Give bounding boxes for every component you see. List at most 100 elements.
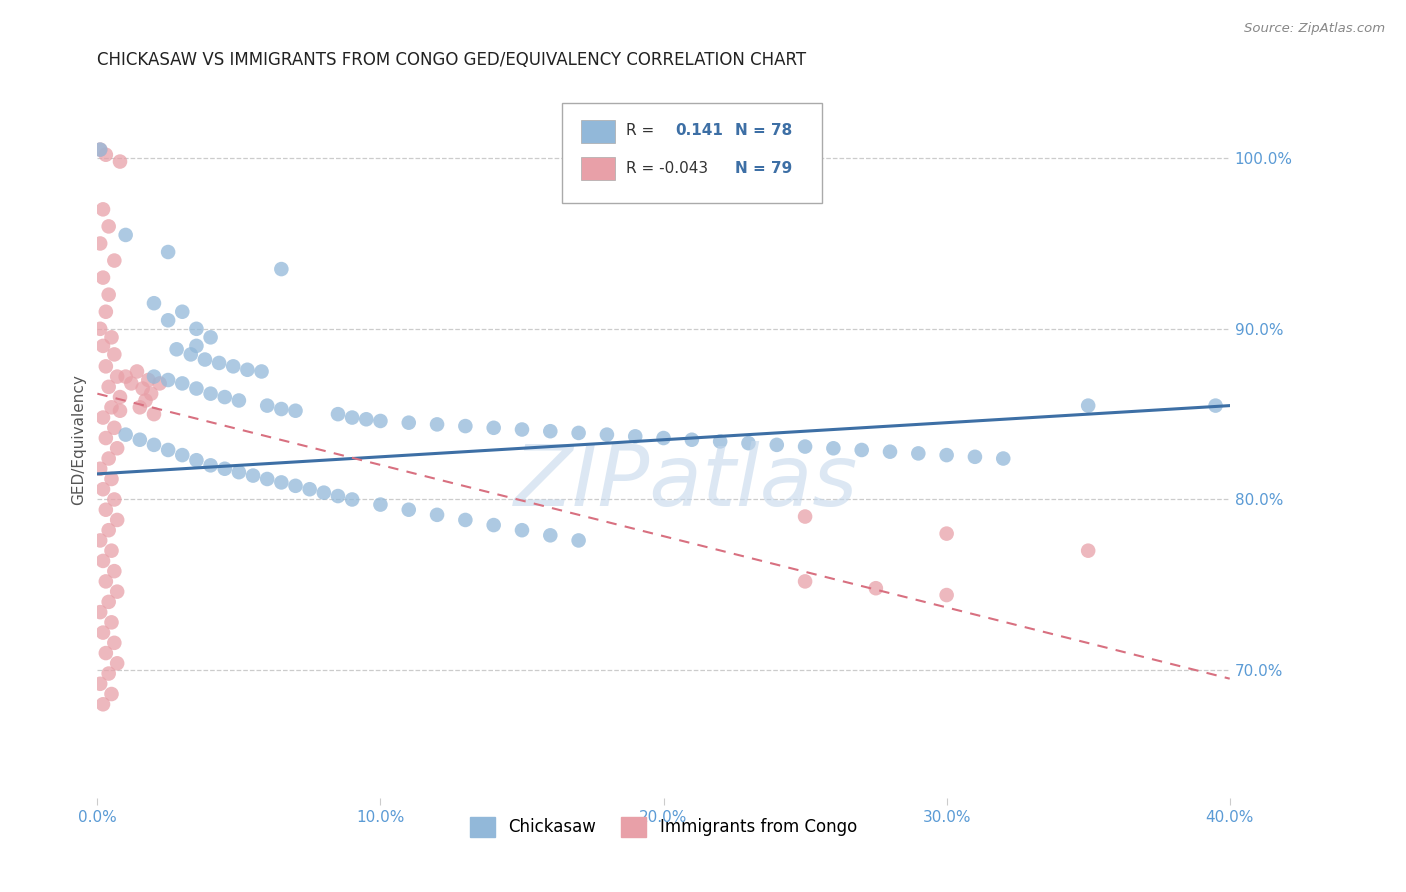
Point — [326, 407, 349, 421]
Point — [180, 347, 202, 361]
Point — [125, 364, 148, 378]
Point — [94, 147, 117, 161]
Point — [97, 380, 120, 394]
Point — [879, 444, 901, 458]
Point — [228, 465, 250, 479]
Point — [426, 417, 449, 432]
Point — [172, 448, 194, 462]
Point — [426, 508, 449, 522]
Point — [935, 448, 957, 462]
Point — [91, 410, 114, 425]
Bar — [581, 120, 614, 143]
Point — [136, 373, 159, 387]
Point — [134, 393, 156, 408]
Point — [100, 401, 122, 415]
Point — [851, 442, 873, 457]
Point — [186, 382, 208, 396]
Point — [737, 436, 759, 450]
Point — [256, 399, 278, 413]
Point — [794, 574, 817, 589]
Point — [568, 533, 591, 548]
Point — [89, 677, 111, 691]
Point — [222, 359, 245, 374]
Point — [105, 369, 128, 384]
Point — [143, 407, 166, 421]
Point — [208, 356, 231, 370]
Point — [143, 296, 166, 310]
Point — [91, 202, 114, 217]
Point — [100, 687, 122, 701]
Point — [256, 472, 278, 486]
Legend: Chickasaw, Immigrants from Congo: Chickasaw, Immigrants from Congo — [464, 810, 863, 844]
Point — [91, 270, 114, 285]
Point — [326, 489, 349, 503]
Point — [94, 359, 117, 374]
Point — [89, 462, 111, 476]
Point — [454, 419, 477, 434]
Point — [157, 313, 180, 327]
Point — [103, 636, 125, 650]
Point — [270, 402, 292, 417]
Point — [89, 236, 111, 251]
Point — [105, 584, 128, 599]
Point — [284, 479, 307, 493]
Point — [652, 431, 675, 445]
Point — [94, 646, 117, 660]
Point — [89, 533, 111, 548]
Point — [794, 440, 817, 454]
Point — [993, 451, 1015, 466]
Point — [963, 450, 986, 464]
Point — [157, 442, 180, 457]
Point — [242, 468, 264, 483]
Point — [907, 446, 929, 460]
Point — [100, 330, 122, 344]
Point — [94, 304, 117, 318]
Point — [114, 369, 136, 384]
Text: R =: R = — [626, 123, 654, 138]
Point — [94, 431, 117, 445]
Point — [128, 433, 150, 447]
Point — [865, 581, 887, 595]
Point — [935, 588, 957, 602]
Point — [131, 382, 153, 396]
Point — [91, 625, 114, 640]
Point — [823, 442, 845, 456]
Point — [538, 424, 561, 438]
Point — [794, 509, 817, 524]
Point — [157, 245, 180, 260]
Point — [935, 526, 957, 541]
FancyBboxPatch shape — [561, 103, 823, 203]
Point — [596, 427, 619, 442]
Point — [114, 427, 136, 442]
Point — [97, 451, 120, 466]
Point — [139, 386, 162, 401]
Point — [94, 502, 117, 516]
Point — [1077, 399, 1099, 413]
Point — [120, 376, 142, 391]
Point — [108, 154, 131, 169]
Point — [94, 574, 117, 589]
Point — [270, 475, 292, 490]
Text: N = 78: N = 78 — [735, 123, 792, 138]
Point — [91, 339, 114, 353]
Point — [172, 304, 194, 318]
Point — [105, 657, 128, 671]
Point — [186, 339, 208, 353]
Point — [172, 376, 194, 391]
Point — [1077, 543, 1099, 558]
Point — [89, 143, 111, 157]
Point — [91, 482, 114, 496]
Point — [510, 523, 533, 537]
Point — [108, 390, 131, 404]
Point — [200, 458, 222, 473]
Text: 0.141: 0.141 — [675, 123, 723, 138]
Point — [186, 322, 208, 336]
Point — [681, 433, 703, 447]
Point — [568, 425, 591, 440]
Text: Source: ZipAtlas.com: Source: ZipAtlas.com — [1244, 22, 1385, 36]
Y-axis label: GED/Equivalency: GED/Equivalency — [72, 375, 86, 505]
Point — [108, 403, 131, 417]
Point — [709, 434, 731, 449]
Point — [340, 492, 363, 507]
Point — [186, 453, 208, 467]
